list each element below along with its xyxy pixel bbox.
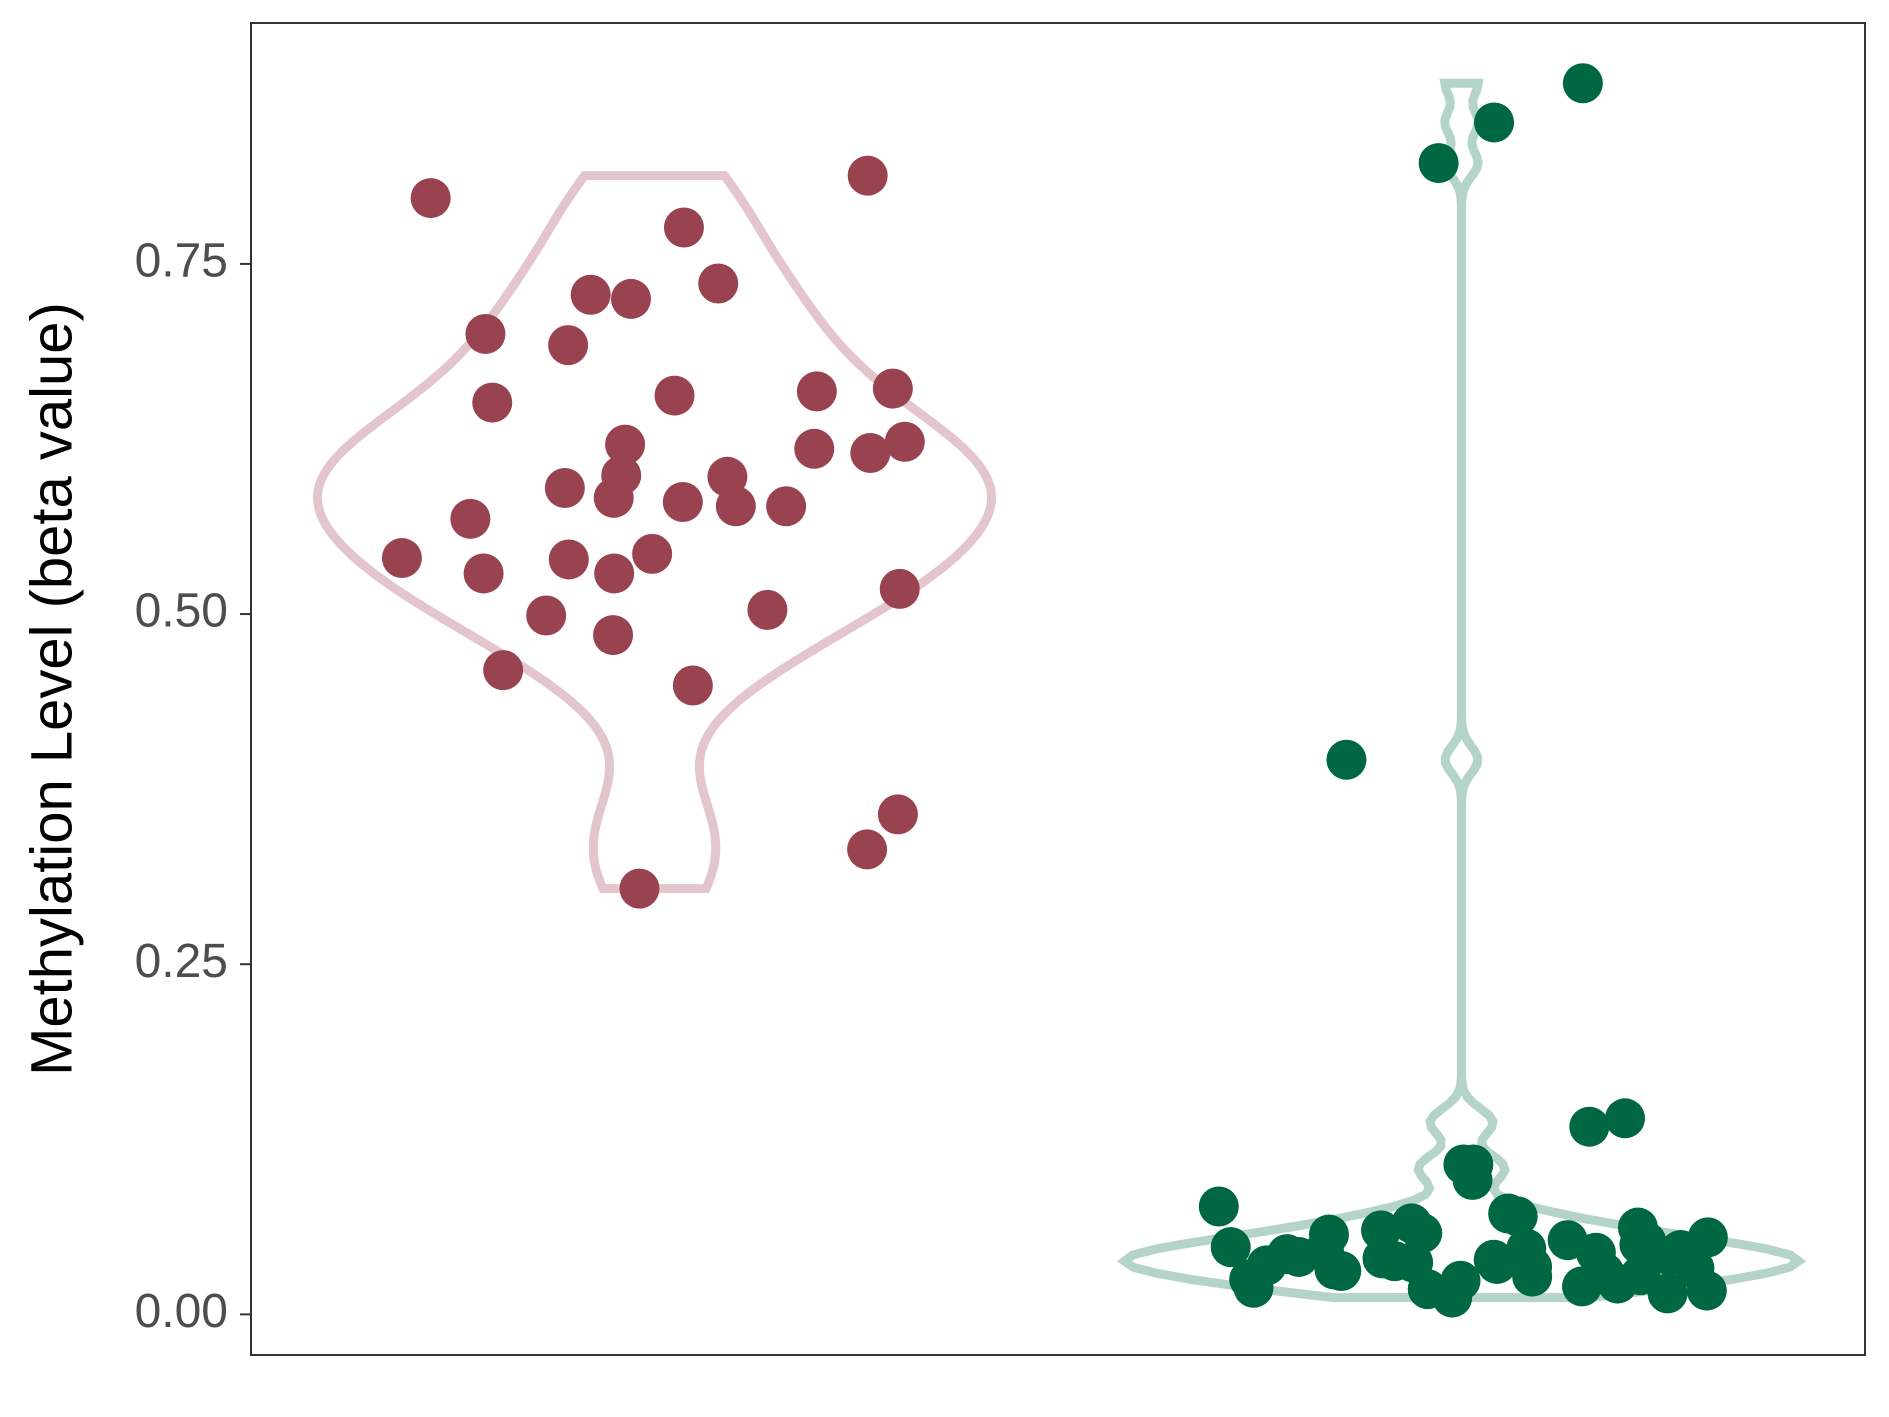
data-point <box>381 538 422 579</box>
data-point <box>654 375 695 416</box>
data-point <box>663 207 704 248</box>
data-point <box>1569 1106 1610 1147</box>
y-tick-label: 0.50 <box>135 585 228 638</box>
data-point <box>1474 102 1515 143</box>
y-tick-label: 0.75 <box>135 235 228 288</box>
data-point <box>794 428 835 469</box>
data-point <box>1418 143 1459 184</box>
data-point <box>872 368 913 409</box>
data-point <box>594 553 635 594</box>
data-point <box>1619 1224 1660 1265</box>
data-point <box>1562 63 1603 104</box>
data-point <box>850 432 891 473</box>
data-point <box>1321 1250 1362 1291</box>
y-axis-label: Methylation Level (beta value) <box>19 302 84 1076</box>
violin-outline <box>1116 78 1807 1303</box>
data-point <box>1432 1277 1473 1318</box>
data-point <box>698 263 739 304</box>
data-point <box>610 278 651 319</box>
data-point <box>1512 1256 1553 1297</box>
y-tick-label: 0.25 <box>135 935 228 988</box>
data-point <box>747 589 788 630</box>
data-point <box>1597 1263 1638 1304</box>
data-point <box>1686 1270 1727 1311</box>
data-point <box>847 829 888 870</box>
data-point <box>1233 1267 1274 1308</box>
data-point <box>463 553 504 594</box>
data-point <box>619 868 660 909</box>
data-point <box>632 533 673 574</box>
data-point <box>605 424 646 465</box>
data-point <box>593 477 634 518</box>
data-point <box>672 665 713 706</box>
data-point <box>662 482 703 523</box>
violin-outline <box>312 171 997 894</box>
data-point <box>766 486 807 527</box>
data-point <box>1605 1098 1646 1139</box>
data-point <box>1647 1273 1688 1314</box>
data-point <box>450 498 491 539</box>
data-point <box>1326 739 1367 780</box>
data-point <box>877 794 918 835</box>
data-point <box>593 615 634 656</box>
data-point <box>884 421 925 462</box>
data-point <box>1198 1186 1239 1227</box>
data-point <box>570 274 611 315</box>
data-point <box>1562 1266 1603 1307</box>
data-point <box>879 568 920 609</box>
data-point <box>715 486 756 527</box>
plot-frame <box>250 22 1866 1356</box>
data-point <box>1452 1159 1493 1200</box>
data-point <box>1476 1243 1517 1284</box>
data-point <box>1497 1196 1538 1237</box>
data-point <box>483 650 524 691</box>
data-point <box>548 325 589 366</box>
data-point <box>526 595 567 636</box>
data-point <box>472 382 513 423</box>
data-point <box>410 178 451 219</box>
data-point <box>847 155 888 196</box>
data-point <box>1278 1236 1319 1277</box>
data-point <box>465 313 506 354</box>
data-point <box>796 371 837 412</box>
data-point <box>1210 1227 1251 1268</box>
data-point <box>548 539 589 580</box>
data-point <box>544 468 585 509</box>
y-tick-label: 0.00 <box>135 1285 228 1338</box>
